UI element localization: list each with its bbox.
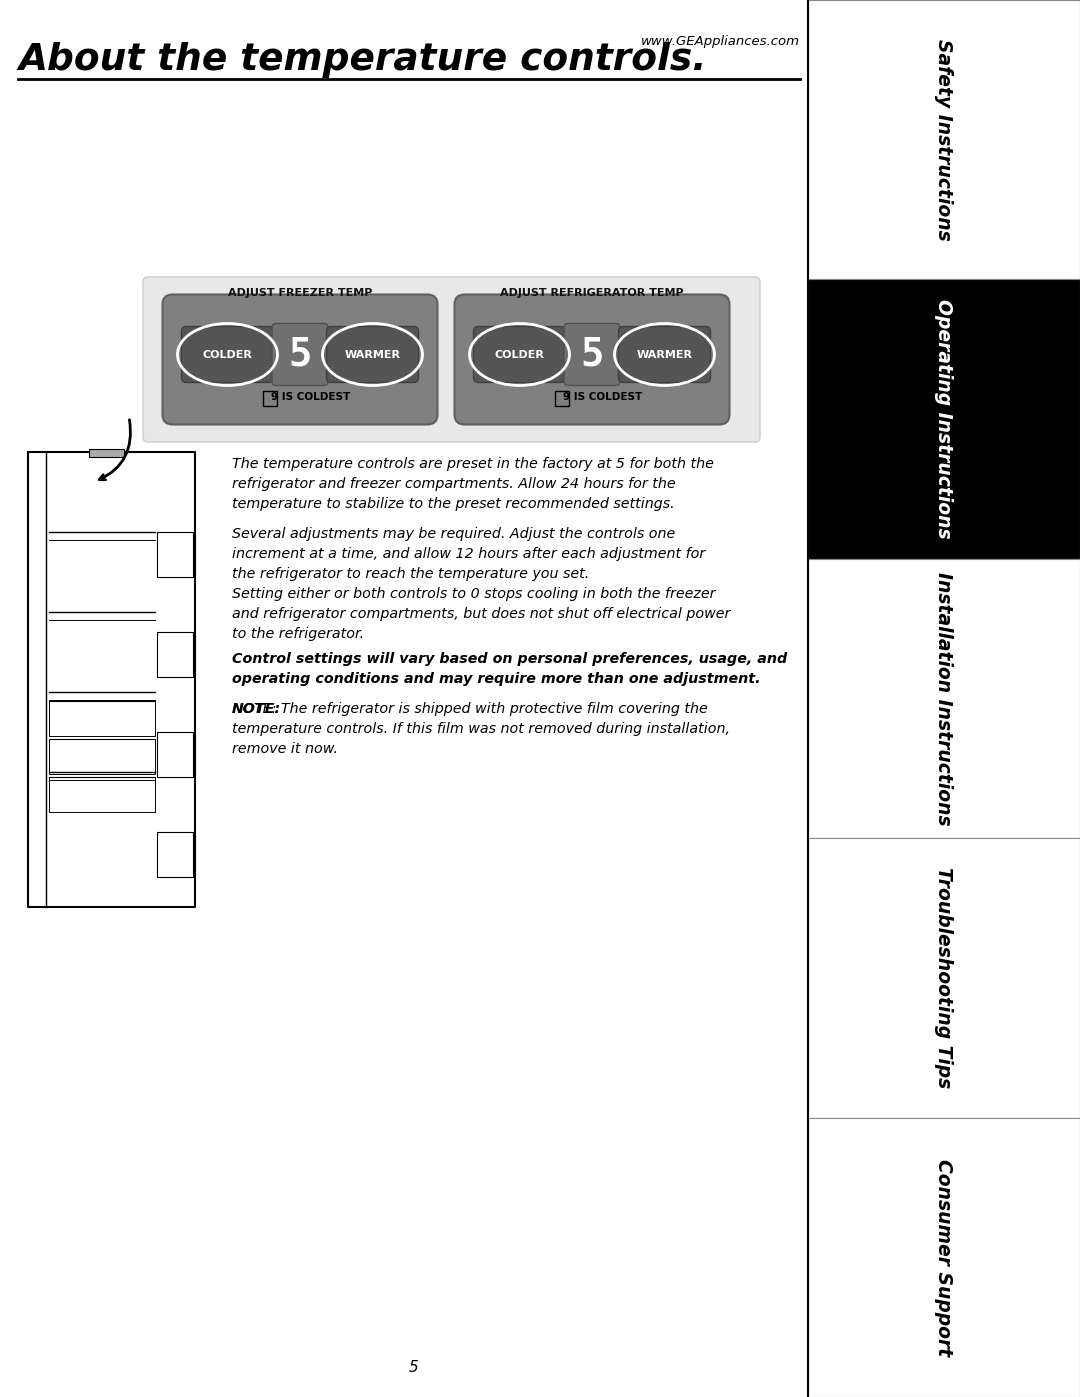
Bar bbox=[808, 279, 1080, 559]
Text: WARMER: WARMER bbox=[636, 349, 692, 359]
Text: The temperature controls are preset in the factory at 5 for both the
refrigerato: The temperature controls are preset in t… bbox=[232, 457, 714, 511]
Text: 9 IS COLDEST: 9 IS COLDEST bbox=[563, 391, 643, 401]
Text: Installation Instructions: Installation Instructions bbox=[934, 571, 954, 826]
FancyBboxPatch shape bbox=[564, 324, 620, 386]
Text: Several adjustments may be required. Adjust the controls one
increment at a time: Several adjustments may be required. Adj… bbox=[232, 527, 705, 581]
Bar bbox=[808, 1118, 1080, 1397]
Text: About the temperature controls.: About the temperature controls. bbox=[18, 42, 706, 78]
Text: 5: 5 bbox=[288, 335, 312, 373]
FancyBboxPatch shape bbox=[326, 327, 419, 383]
Text: Operating Instructions: Operating Instructions bbox=[934, 299, 954, 539]
Text: 9 IS COLDEST: 9 IS COLDEST bbox=[271, 391, 350, 401]
Text: 5: 5 bbox=[580, 335, 604, 373]
Bar bbox=[49, 739, 156, 774]
Text: WARMER: WARMER bbox=[345, 349, 401, 359]
Text: ADJUST FREEZER TEMP: ADJUST FREEZER TEMP bbox=[228, 289, 373, 299]
Bar bbox=[157, 833, 193, 877]
Text: NOTE: The refrigerator is shipped with protective film covering the
temperature : NOTE: The refrigerator is shipped with p… bbox=[232, 703, 730, 756]
Text: Consumer Support: Consumer Support bbox=[934, 1158, 954, 1356]
Text: COLDER: COLDER bbox=[203, 349, 253, 359]
Text: ADJUST REFRIGERATOR TEMP: ADJUST REFRIGERATOR TEMP bbox=[500, 289, 684, 299]
Text: Control settings will vary based on personal preferences, usage, and
operating c: Control settings will vary based on pers… bbox=[232, 652, 787, 686]
FancyBboxPatch shape bbox=[455, 295, 729, 425]
FancyBboxPatch shape bbox=[473, 327, 566, 383]
Bar bbox=[808, 0, 1080, 279]
Bar bbox=[49, 701, 156, 736]
FancyBboxPatch shape bbox=[619, 327, 711, 383]
Text: NOTE:: NOTE: bbox=[232, 703, 281, 717]
Text: Safety Instructions: Safety Instructions bbox=[934, 39, 954, 240]
FancyBboxPatch shape bbox=[162, 295, 437, 425]
FancyBboxPatch shape bbox=[181, 327, 273, 383]
FancyBboxPatch shape bbox=[272, 324, 328, 386]
Bar bbox=[157, 532, 193, 577]
Bar bbox=[157, 631, 193, 678]
Bar bbox=[157, 732, 193, 777]
Text: www.GEAppliances.com: www.GEAppliances.com bbox=[642, 35, 800, 47]
Bar bbox=[808, 559, 1080, 838]
Bar bbox=[808, 838, 1080, 1118]
Bar bbox=[49, 777, 156, 812]
Bar bbox=[89, 448, 124, 457]
Text: Setting either or both controls to 0 stops cooling in both the freezer
and refri: Setting either or both controls to 0 sto… bbox=[232, 587, 730, 641]
Text: 5: 5 bbox=[409, 1361, 419, 1375]
FancyBboxPatch shape bbox=[143, 277, 760, 441]
Text: COLDER: COLDER bbox=[495, 349, 544, 359]
Text: Troubleshooting Tips: Troubleshooting Tips bbox=[934, 868, 954, 1088]
